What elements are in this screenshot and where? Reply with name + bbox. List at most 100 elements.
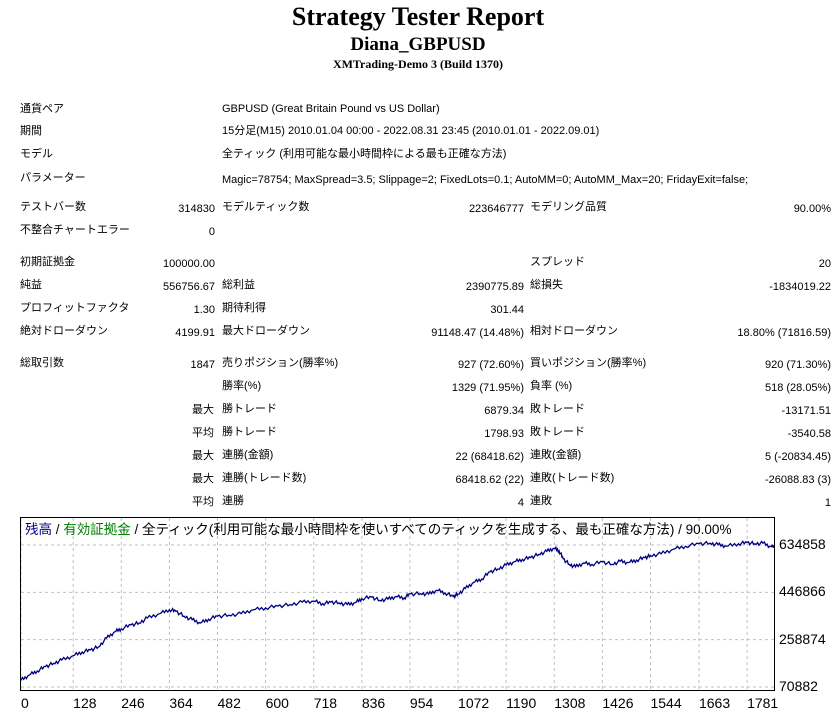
total-trades-value: 1847: [190, 359, 215, 371]
avg-loss-value: -3540.58: [787, 428, 831, 440]
legend-equity: 有効証拠金: [63, 522, 131, 537]
largest-loss-label: 敗トレード: [530, 403, 585, 415]
symbol-label: 通貨ペア: [20, 103, 64, 115]
model-value: 全ティック (利用可能な最小時間枠による最も正確な方法): [222, 148, 507, 160]
x-tick-label: 0: [21, 695, 29, 711]
legend-balance: 残高: [25, 522, 52, 537]
max-label: 最大: [192, 404, 214, 416]
max-cons-profit-label: 連勝(トレード数): [222, 472, 307, 484]
x-tick-label: 1426: [602, 695, 634, 711]
report-title: Strategy Tester Report: [291, 2, 545, 31]
spread-value: 20: [818, 258, 831, 270]
abs-dd-label: 絶対ドローダウン: [20, 325, 108, 337]
bars-label: テストバー数: [20, 201, 86, 213]
params-label: パラメーター: [20, 172, 86, 184]
max-dd-value: 91148.47 (14.48%): [431, 327, 524, 339]
avg-win-value: 1798.93: [484, 428, 524, 440]
legend-description: / 全ティック(利用可能な最小時間枠を使いすべてのティックを生成する、最も正確な…: [130, 522, 732, 537]
net-label: 純益: [20, 279, 42, 291]
expected-label: 期待利得: [222, 302, 266, 314]
winrate-value: 1329 (71.95%): [451, 382, 524, 394]
max-label: 最大: [192, 450, 214, 462]
winrate-label: 勝率(%): [222, 380, 262, 392]
legend-separator: /: [52, 522, 64, 537]
max-label: 最大: [192, 473, 214, 485]
largest-loss-value: -13171.51: [781, 405, 831, 417]
x-tick-label: 128: [73, 695, 97, 711]
largest-win-label: 勝トレード: [222, 403, 277, 415]
gross-profit-label: 総利益: [222, 279, 255, 291]
deposit-value: 100000.00: [163, 258, 215, 270]
x-tick-label: 364: [169, 695, 193, 711]
lossrate-label: 負率 (%): [530, 380, 573, 392]
x-tick-label: 1781: [747, 695, 779, 711]
gross-profit-value: 2390775.89: [465, 281, 524, 293]
net-value: 556756.67: [163, 281, 215, 293]
avg-label: 平均: [192, 496, 214, 508]
x-tick-label: 1308: [554, 695, 586, 711]
x-tick-label: 1190: [506, 695, 537, 711]
pf-value: 1.30: [193, 304, 215, 316]
max-cons-losses-value: 5 (-20834.45): [764, 451, 831, 463]
avg-loss-label: 敗トレード: [530, 426, 585, 438]
server-build: XMTrading-Demo 3 (Build 1370): [332, 57, 504, 71]
y-tick-label: 70882: [779, 678, 818, 694]
expert-name: Diana_GBPUSD: [350, 34, 486, 55]
spread-label: スプレッド: [530, 256, 585, 268]
long-label: 買いポジション(勝率%): [530, 357, 647, 369]
chart-plot: [21, 518, 774, 690]
ticks-value: 223646777: [468, 203, 524, 215]
params-value: Magic=78754; MaxSpread=3.5; Slippage=2; …: [222, 174, 749, 186]
abs-dd-value: 4199.91: [175, 327, 215, 339]
avg-win-label: 勝トレード: [222, 426, 277, 438]
x-tick-label: 718: [313, 695, 338, 711]
x-tick-label: 1072: [458, 695, 490, 711]
x-tick-label: 246: [121, 695, 145, 711]
x-tick-label: 836: [361, 695, 386, 711]
ticks-label: モデルティック数: [222, 201, 310, 213]
max-cons-losses-label: 連敗(金額): [530, 449, 582, 461]
bars-value: 314830: [178, 203, 215, 215]
gross-loss-label: 総損失: [530, 279, 563, 291]
y-tick-label: 446866: [779, 583, 826, 600]
short-label: 売りポジション(勝率%): [222, 357, 339, 369]
max-cons-loss-label: 連敗(トレード数): [530, 472, 615, 484]
avg-cons-wins-value: 4: [517, 497, 524, 509]
pf-label: プロフィットファクタ: [20, 302, 130, 314]
symbol-value: GBPUSD (Great Britain Pound vs US Dollar…: [222, 103, 440, 115]
model-label: モデル: [20, 148, 53, 160]
balance-line: [21, 540, 774, 681]
max-cons-wins-label: 連勝(金額): [222, 449, 274, 461]
max-cons-loss-value: -26088.83 (3): [764, 474, 831, 486]
quality-value: 90.00%: [793, 203, 831, 215]
errors-label: 不整合チャートエラー: [20, 224, 130, 236]
avg-cons-losses-label: 連敗: [530, 495, 552, 507]
deposit-label: 初期証拠金: [20, 256, 75, 268]
balance-chart: 残高 / 有効証拠金 / 全ティック(利用可能な最小時間枠を使いすべてのティック…: [20, 517, 775, 691]
quality-label: モデリング品質: [530, 201, 607, 213]
x-tick-label: 954: [409, 695, 434, 711]
x-tick-label: 482: [217, 695, 241, 711]
x-tick-label: 600: [265, 695, 289, 711]
largest-win-value: 6879.34: [484, 405, 524, 417]
period-label: 期間: [20, 125, 42, 137]
expected-value: 301.44: [490, 304, 524, 316]
rel-dd-value: 18.80% (71816.59): [737, 327, 831, 339]
errors-value: 0: [208, 226, 215, 238]
gross-loss-value: -1834019.22: [769, 281, 831, 293]
total-trades-label: 総取引数: [20, 357, 64, 369]
period-value: 15分足(M15) 2010.01.04 00:00 - 2022.08.31 …: [222, 125, 600, 137]
x-tick-label: 1544: [650, 695, 682, 711]
chart-legend: 残高 / 有効証拠金 / 全ティック(利用可能な最小時間枠を使いすべてのティック…: [25, 521, 731, 539]
avg-cons-wins-label: 連勝: [222, 495, 244, 507]
max-cons-wins-value: 22 (68418.62): [455, 451, 525, 463]
max-cons-profit-value: 68418.62 (22): [455, 474, 525, 486]
max-dd-label: 最大ドローダウン: [222, 325, 310, 337]
short-value: 927 (72.60%): [457, 359, 524, 371]
rel-dd-label: 相対ドローダウン: [530, 325, 618, 337]
x-tick-label: 1663: [698, 695, 731, 711]
avg-label: 平均: [192, 427, 214, 439]
y-tick-label: 634858: [779, 536, 826, 552]
y-tick-label: 258874: [779, 630, 826, 647]
avg-cons-losses-value: 1: [824, 497, 831, 509]
